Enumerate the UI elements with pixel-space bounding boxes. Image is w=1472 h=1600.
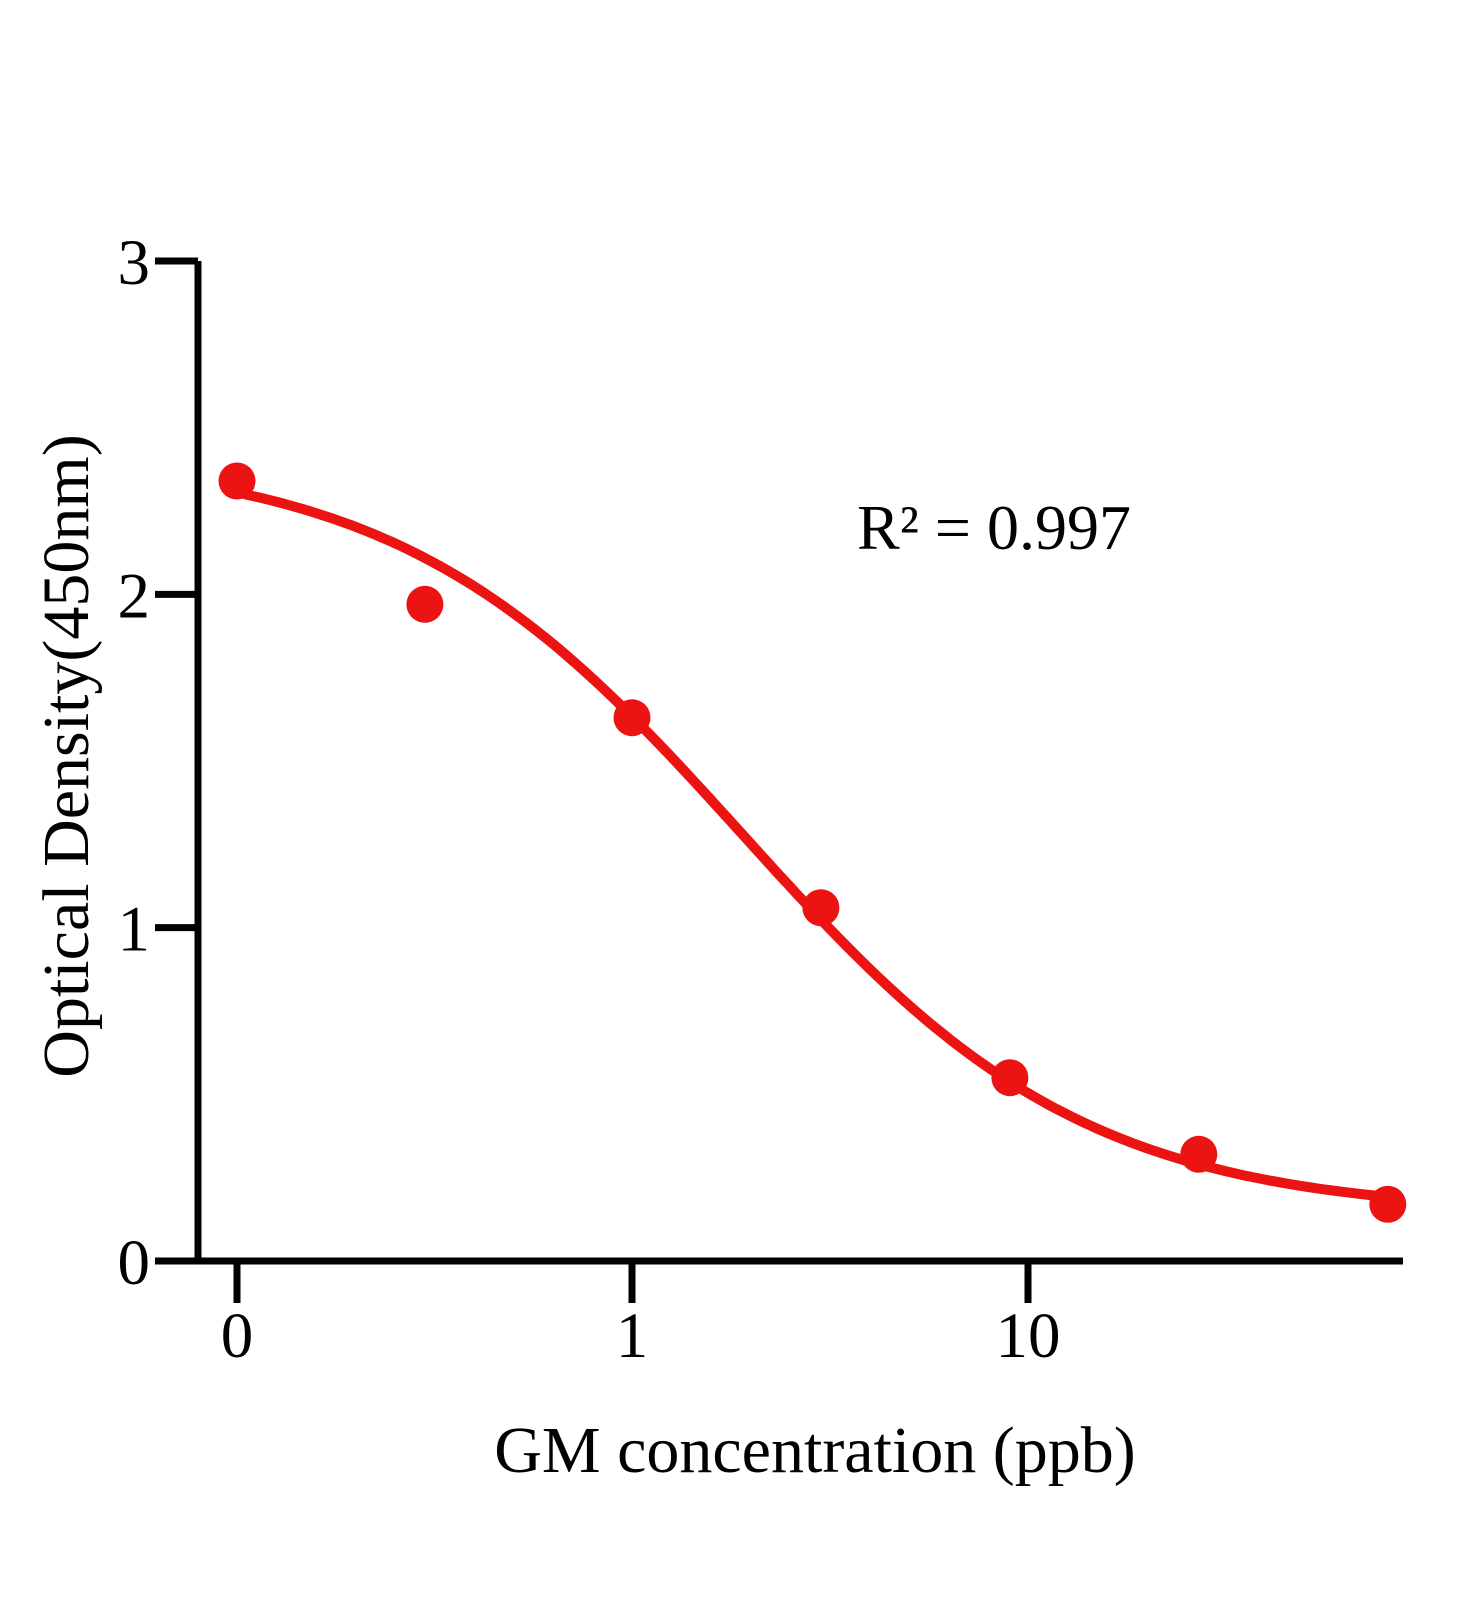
data-point-1-conc-0.3ppb (406, 585, 444, 623)
axis-spines (155, 261, 1403, 1265)
y-tick-label-0: 0 (118, 1227, 151, 1299)
y-tick-label-1: 1 (118, 894, 151, 966)
r-squared-annotation: R² = 0.997 (857, 492, 1131, 563)
y-axis-title: Optical Density(450nm) (30, 434, 103, 1077)
axes: 0 1 2 3 0 1 10 (118, 227, 1403, 1372)
x-axis-title: GM concentration (ppb) (494, 1414, 1135, 1487)
x-tick-label-1: 1 (616, 1300, 649, 1372)
data-point-6-conc-81ppb (1369, 1185, 1407, 1223)
x-tick-label-0: 0 (221, 1300, 254, 1372)
data-point-3-conc-3ppb (802, 889, 840, 927)
data-point-0-conc-0ppb (218, 462, 256, 500)
data-point-5-conc-27ppb (1180, 1135, 1218, 1173)
data-point-4-conc-9ppb (991, 1059, 1029, 1097)
y-tick-label-2: 2 (118, 560, 151, 632)
y-tick-label-3: 3 (118, 227, 151, 299)
data-point-2-conc-1ppb (613, 699, 651, 737)
data-point-series (218, 462, 1407, 1223)
x-tick-label-10: 10 (996, 1300, 1061, 1372)
